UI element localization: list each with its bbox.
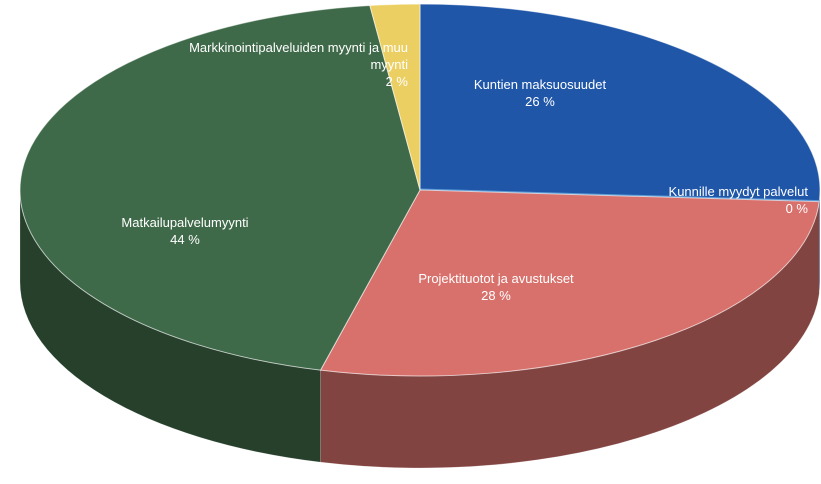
slice-label: Projektituotot ja avustukset 28 % xyxy=(396,270,596,304)
value-label: 2 % xyxy=(385,74,408,89)
value-label: 26 % xyxy=(525,94,555,109)
category-label: Matkailupalvelumyynti xyxy=(121,215,249,230)
slice xyxy=(419,3,821,203)
value-label: 28 % xyxy=(481,288,511,303)
slice xyxy=(369,3,421,191)
category-label: Kunnille myydyt palvelut xyxy=(668,184,808,199)
slice xyxy=(319,189,820,377)
slice xyxy=(19,4,421,371)
slice-label: Markkinointipalveluiden myynti ja muu my… xyxy=(178,39,408,90)
category-label: Kuntien maksuosuudet xyxy=(473,77,607,92)
slice-label: Matkailupalvelumyynti 44 % xyxy=(85,214,285,248)
slice-label: Kuntien maksuosuudet 26 % xyxy=(440,76,640,110)
value-label: 0 % xyxy=(785,201,808,216)
category-label: Markkinointipalveluiden myynti ja muu my… xyxy=(189,40,408,72)
category-label: Projektituotot ja avustukset xyxy=(418,271,574,286)
slice-label: Kunnille myydyt palvelut 0 % xyxy=(600,183,808,217)
value-label: 44 % xyxy=(170,232,200,247)
